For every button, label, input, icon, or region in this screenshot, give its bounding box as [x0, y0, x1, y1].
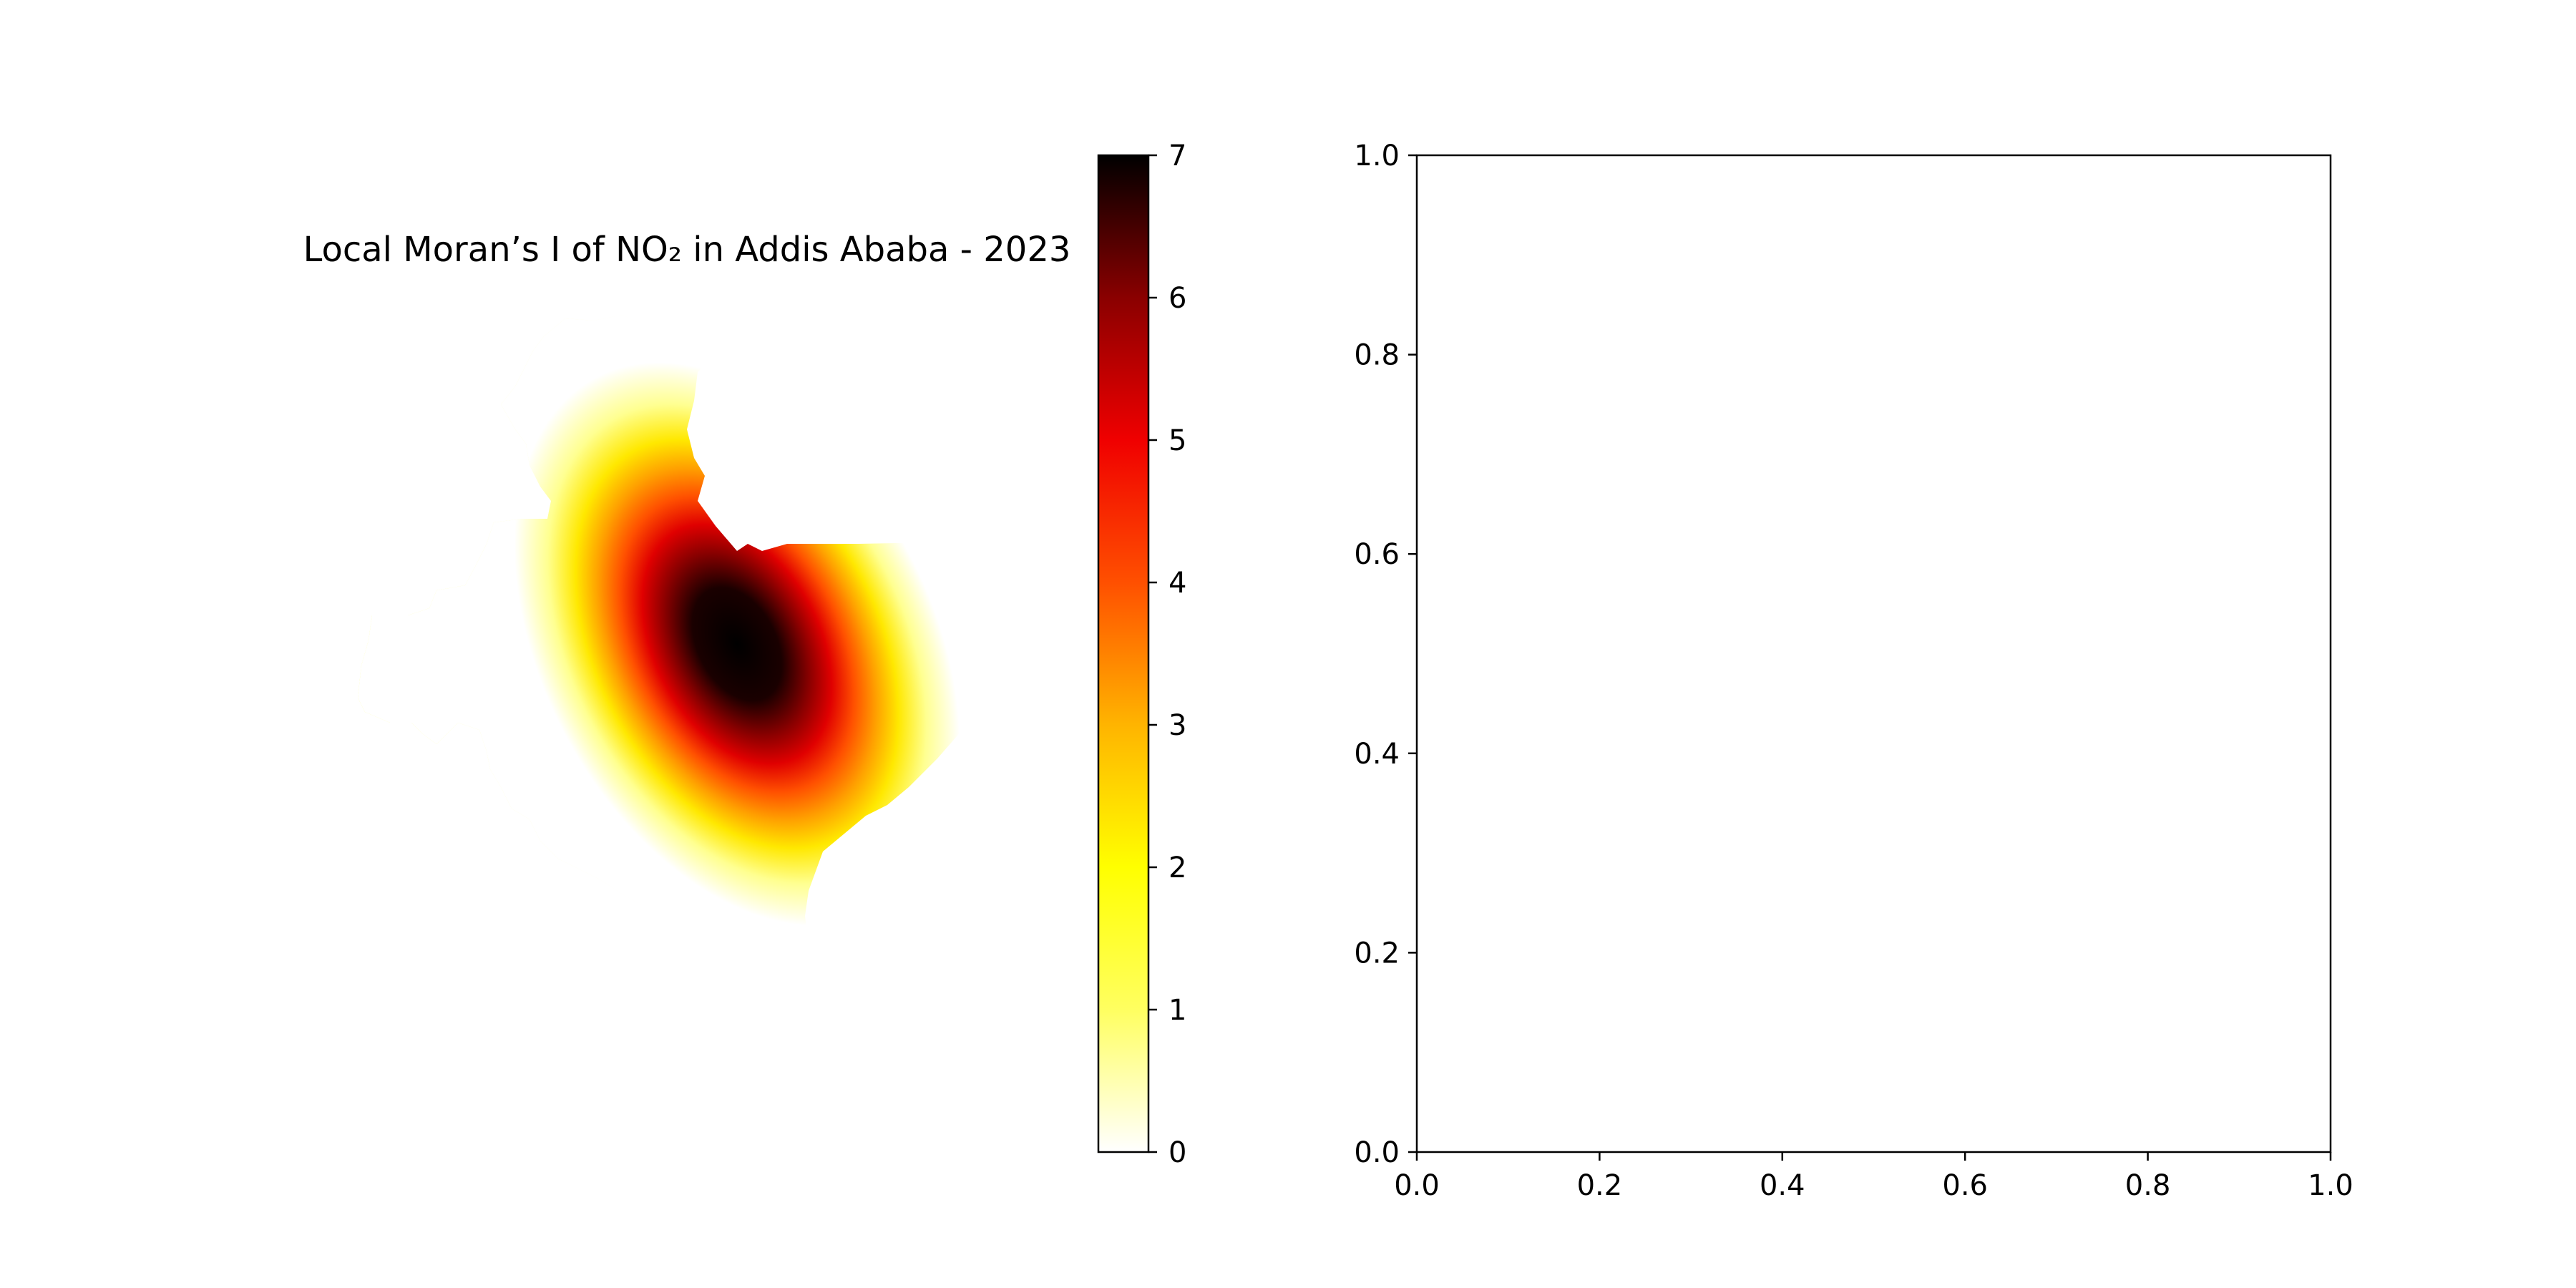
x-tick-label: 0.0: [1394, 1169, 1440, 1202]
map-hotspot-fill: [358, 315, 1023, 995]
choropleth-map: [358, 315, 1023, 995]
x-tick-label: 0.2: [1577, 1169, 1623, 1202]
axes-frame: [1415, 154, 2332, 1153]
x-tick-label: 1.0: [2308, 1169, 2353, 1202]
colorbar-ticks: 0 1 2 3 4 5 6 7: [1148, 140, 1186, 1169]
colorbar-tick-label: 1: [1169, 994, 1186, 1027]
x-tick-label: 0.4: [1760, 1169, 1805, 1202]
colorbar-tick-label: 6: [1169, 282, 1186, 315]
colorbar-tick-label: 2: [1169, 852, 1186, 884]
y-axis-ticks: 0.0 0.2 0.4 0.6 0.8 1.0: [1354, 140, 1417, 1169]
colorbar: 0 1 2 3 4 5 6 7: [1097, 140, 1186, 1169]
x-axis-ticks: 0.0 0.2 0.4 0.6 0.8 1.0: [1394, 1152, 2353, 1202]
colorbar-tick-label: 3: [1169, 709, 1186, 742]
colorbar-tick-label: 4: [1169, 567, 1186, 600]
empty-axes: 0.0 0.2 0.4 0.6 0.8 1.0 0.0 0.2 0.4 0.6 0.8 1.0: [1354, 140, 2353, 1202]
colorbar-gradient: [1097, 154, 1150, 1153]
map-title: Local Moran’s I of NO₂ in Addis Ababa - …: [303, 230, 1071, 270]
y-tick-label: 0.2: [1354, 937, 1400, 970]
y-tick-label: 0.0: [1354, 1136, 1400, 1169]
x-tick-label: 0.8: [2125, 1169, 2171, 1202]
y-tick-label: 0.4: [1354, 738, 1400, 771]
y-tick-label: 1.0: [1354, 140, 1400, 172]
colorbar-tick-label: 0: [1169, 1136, 1186, 1169]
colorbar-tick-label: 7: [1169, 140, 1186, 172]
colorbar-tick-label: 5: [1169, 424, 1186, 457]
y-tick-label: 0.6: [1354, 538, 1400, 571]
y-tick-label: 0.8: [1354, 339, 1400, 372]
x-tick-label: 0.6: [1942, 1169, 1988, 1202]
